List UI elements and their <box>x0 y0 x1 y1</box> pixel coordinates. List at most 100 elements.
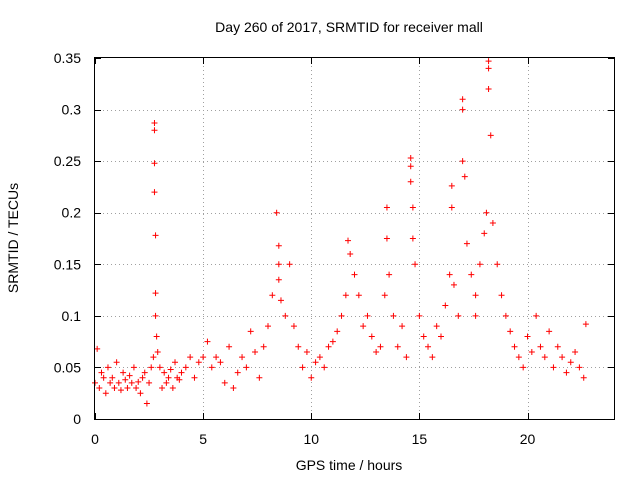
data-point <box>459 96 466 103</box>
data-point <box>394 343 401 350</box>
data-point <box>528 348 535 355</box>
data-point <box>325 343 332 350</box>
data-point <box>563 369 570 376</box>
data-point <box>383 204 390 211</box>
data-point <box>321 364 328 371</box>
data-point <box>152 312 159 319</box>
data-point <box>524 333 531 340</box>
data-point <box>98 369 105 376</box>
data-point <box>450 281 457 288</box>
data-point <box>204 338 211 345</box>
plot-frame <box>94 57 615 420</box>
data-point <box>403 354 410 361</box>
data-point <box>187 354 194 361</box>
data-point <box>461 173 468 180</box>
data-point <box>463 240 470 247</box>
data-point <box>433 323 440 330</box>
data-point <box>163 379 170 386</box>
data-point <box>360 323 367 330</box>
data-point <box>295 343 302 350</box>
data-point <box>472 312 479 319</box>
data-point <box>275 276 282 283</box>
data-point <box>120 369 127 376</box>
data-point <box>446 271 453 278</box>
data-point <box>425 343 432 350</box>
data-point <box>498 292 505 299</box>
data-point <box>489 220 496 227</box>
data-point <box>113 359 120 366</box>
data-point <box>502 312 509 319</box>
data-point <box>239 354 246 361</box>
y-tick-label: 0.15 <box>54 256 81 272</box>
data-point <box>122 376 129 383</box>
data-point <box>169 385 176 392</box>
data-point <box>282 312 289 319</box>
data-point <box>146 379 153 386</box>
data-points <box>92 58 589 407</box>
y-axis-title: SRMTID / TECUs <box>5 183 21 293</box>
x-tick-label: 5 <box>199 431 207 447</box>
data-point <box>165 374 172 381</box>
data-point <box>277 297 284 304</box>
data-point <box>191 374 198 381</box>
data-point <box>546 328 553 335</box>
y-tick-label: 0.3 <box>62 102 82 118</box>
data-point <box>572 348 579 355</box>
data-point <box>217 359 224 366</box>
x-tick-labels: 0 5 10 15 20 <box>91 431 535 447</box>
data-point <box>383 235 390 242</box>
data-point <box>130 364 137 371</box>
data-point <box>208 364 215 371</box>
data-point <box>407 178 414 185</box>
data-point <box>275 242 282 249</box>
data-point <box>541 354 548 361</box>
data-point <box>234 369 241 376</box>
data-point <box>133 385 140 392</box>
data-point <box>355 292 362 299</box>
data-point <box>265 323 271 330</box>
data-point <box>412 261 419 268</box>
data-point <box>472 292 479 299</box>
y-tick-label: 0.05 <box>54 359 81 375</box>
data-point <box>107 379 114 386</box>
x-tick-label: 10 <box>303 431 319 447</box>
data-point <box>537 343 544 350</box>
data-point <box>494 261 501 268</box>
series-srmtid <box>92 58 589 407</box>
data-point <box>303 348 310 355</box>
data-point <box>550 364 557 371</box>
data-point <box>167 366 174 373</box>
data-point <box>420 333 427 340</box>
data-point <box>109 374 116 381</box>
data-point <box>338 312 345 319</box>
data-point <box>115 379 122 386</box>
data-point <box>256 374 263 381</box>
data-point <box>252 348 259 355</box>
data-point <box>507 328 514 335</box>
data-point <box>342 292 349 299</box>
data-point <box>373 348 380 355</box>
data-point <box>153 333 160 340</box>
data-point <box>347 250 354 257</box>
data-point <box>409 204 416 211</box>
data-point <box>390 312 397 319</box>
y-tick-label: 0.2 <box>62 205 82 221</box>
data-point <box>290 323 297 330</box>
data-point <box>260 343 267 350</box>
x-tick-label: 20 <box>520 431 536 447</box>
data-point <box>459 158 466 165</box>
data-point <box>409 235 416 242</box>
data-point <box>448 182 455 189</box>
data-point <box>459 106 466 113</box>
data-point <box>151 127 158 134</box>
data-point <box>151 160 158 167</box>
data-point <box>200 354 207 361</box>
data-point <box>247 328 254 335</box>
data-point <box>226 343 233 350</box>
x-tick-label: 15 <box>412 431 428 447</box>
data-point <box>96 385 103 392</box>
data-point <box>159 385 166 392</box>
data-point <box>141 369 148 376</box>
data-point <box>308 374 315 381</box>
